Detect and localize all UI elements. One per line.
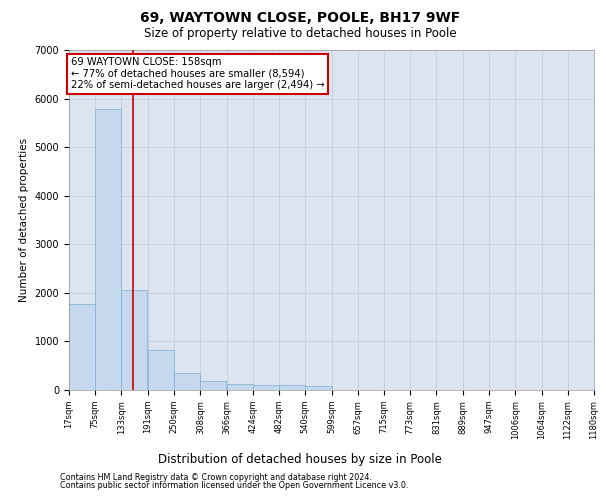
Bar [95,110,121,390]
Bar [175,374,200,390]
Bar [253,384,279,390]
Bar [69,304,95,390]
Text: Contains public sector information licensed under the Open Government Licence v3: Contains public sector information licen… [60,481,409,490]
Text: Distribution of detached houses by size in Poole: Distribution of detached houses by size … [158,452,442,466]
Text: Contains HM Land Registry data © Crown copyright and database right 2024.: Contains HM Land Registry data © Crown c… [60,472,372,482]
Bar [227,384,253,390]
Bar [305,386,332,390]
Text: 69, WAYTOWN CLOSE, POOLE, BH17 9WF: 69, WAYTOWN CLOSE, POOLE, BH17 9WF [140,11,460,25]
Bar [121,290,148,390]
Bar [148,350,174,390]
Text: Size of property relative to detached houses in Poole: Size of property relative to detached ho… [143,28,457,40]
Y-axis label: Number of detached properties: Number of detached properties [19,138,29,302]
Text: 69 WAYTOWN CLOSE: 158sqm
← 77% of detached houses are smaller (8,594)
22% of sem: 69 WAYTOWN CLOSE: 158sqm ← 77% of detach… [71,58,325,90]
Bar [200,381,226,390]
Bar [279,385,305,390]
